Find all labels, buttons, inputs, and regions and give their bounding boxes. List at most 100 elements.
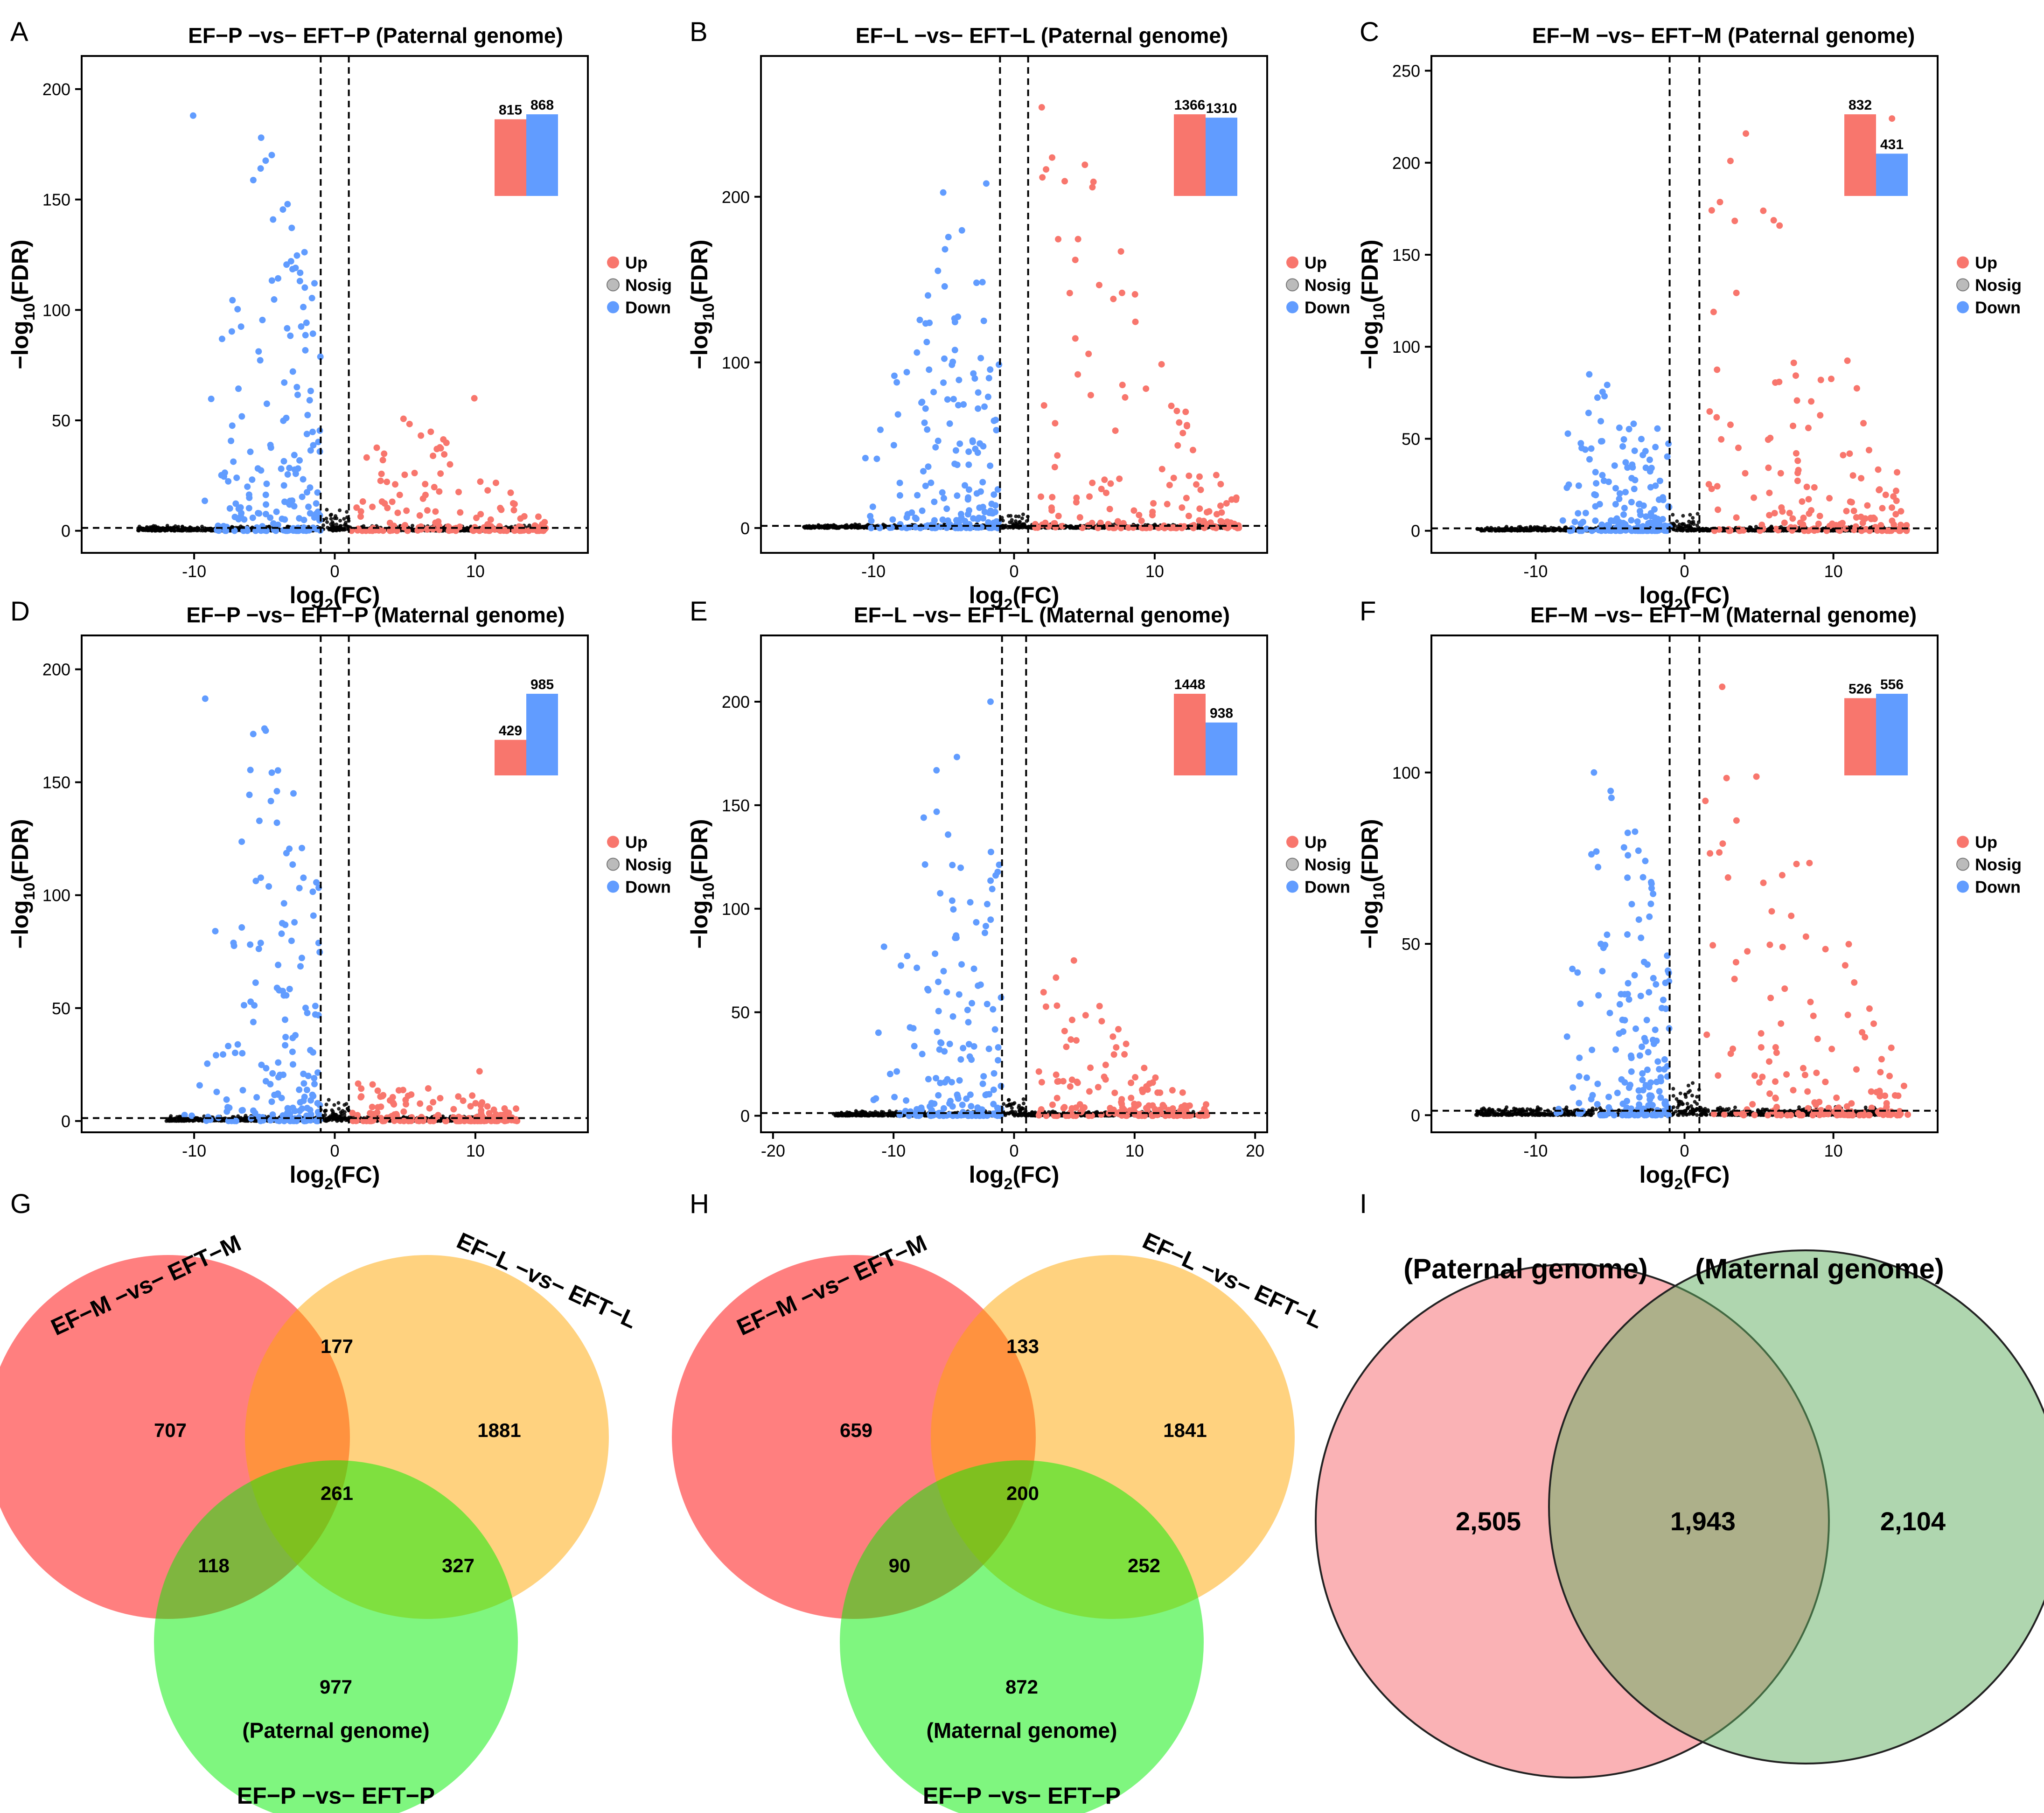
point-up [432,519,439,526]
point-up [377,477,384,484]
point-down [1646,519,1653,526]
point-down [993,426,1000,433]
point-down [226,505,233,512]
point-nosig [344,1102,349,1106]
point-down [973,490,980,497]
point-up [416,512,423,519]
panel-title: EF−L −vs− EFT−L (Paternal genome) [856,23,1228,48]
point-down [1665,440,1672,447]
point-nosig [222,1116,226,1121]
point-down [273,788,280,795]
point-down [273,508,280,515]
x-tick-label: -10 [182,562,206,581]
point-up [422,481,429,488]
point-up [1828,376,1835,383]
point-nosig [857,523,861,527]
point-down [289,1048,296,1055]
point-down [262,510,269,517]
y-tick-label: 200 [1392,153,1420,173]
point-down [230,458,237,465]
point-down [925,463,932,470]
point-nosig [335,523,339,527]
point-up [379,457,386,464]
point-down [250,176,257,183]
point-up [1217,502,1224,509]
point-down [316,948,323,955]
point-up [1743,130,1750,137]
point-up [1833,522,1840,529]
point-up [440,436,447,443]
point-down [257,940,264,947]
point-down [975,405,982,412]
point-nosig [1687,519,1691,523]
point-down [307,388,314,395]
point-down [229,422,236,429]
point-up [400,415,407,422]
point-down [904,511,911,518]
point-up [1710,308,1717,315]
point-down [239,1107,246,1114]
point-up [1751,494,1758,501]
point-up [1847,498,1854,505]
point-nosig [1675,519,1679,523]
point-up [1735,444,1742,451]
point-down [297,269,304,276]
point-nosig [1681,514,1685,518]
point-up [1052,420,1059,427]
point-down [296,1108,303,1115]
point-nosig [527,523,531,528]
point-down [230,939,237,946]
point-up [1805,496,1812,503]
point-down [974,516,981,523]
point-nosig [188,525,193,530]
point-down [975,389,982,396]
point-up [1233,496,1240,503]
point-nosig [137,529,141,533]
point-up [1816,512,1823,519]
point-down [1604,382,1611,389]
point-down [956,440,963,447]
point-down [951,347,958,354]
point-down [958,514,965,521]
point-down [983,180,990,187]
point-down [279,206,286,213]
point-down [1620,436,1627,443]
y-tick-label: 100 [722,353,750,372]
point-down [255,348,262,355]
point-nosig [1688,513,1692,517]
point-down [922,320,929,327]
point-nosig [1540,529,1544,533]
panel-title: EF−P −vs− EFT−P (Maternal genome) [186,603,565,627]
point-down [1592,492,1599,499]
point-down [263,481,270,488]
point-down [1642,464,1649,471]
point-up [446,461,453,468]
y-axis-title-sub: 10 [21,303,38,321]
volcano-panel-A: A EF−P −vs− EFT−P (Paternal genome) -10 0… [7,17,672,614]
point-down [282,1042,289,1049]
point-nosig [1706,528,1710,532]
point-down [966,507,973,514]
point-down [280,900,287,907]
point-up [1859,519,1866,526]
point-down [862,454,869,461]
point-down [287,332,294,339]
point-up [1716,526,1723,533]
point-down [926,366,933,373]
point-down [1628,517,1635,524]
point-nosig [169,528,173,532]
point-down [300,476,307,483]
y-tick-label: 100 [1392,337,1420,356]
point-up [1066,290,1073,297]
point-down [293,384,300,390]
point-up [1879,505,1886,512]
point-down [284,471,291,478]
point-up [1130,507,1137,514]
point-nosig [1505,524,1509,529]
point-down [1564,430,1571,437]
point-down [939,489,946,496]
point-down [286,465,293,472]
volcano-panel-C: C EF−M −vs− EFT−M (Paternal genome) -10 0… [1357,17,2022,614]
point-down [244,483,251,490]
point-down [1588,445,1595,452]
